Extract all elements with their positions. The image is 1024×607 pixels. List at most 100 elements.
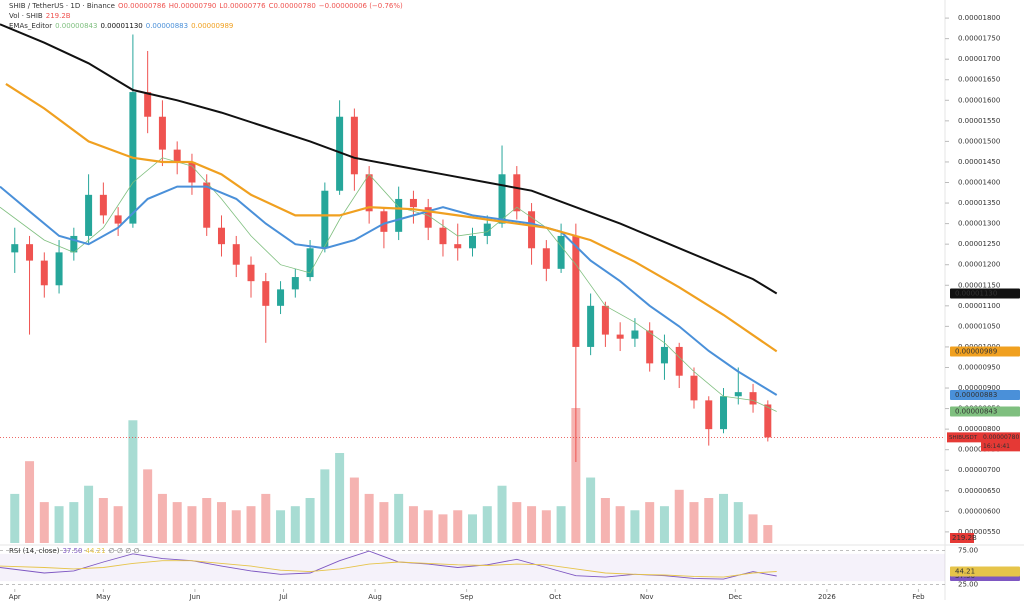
legend-text: ∅ ∅ ∅ ∅ — [109, 547, 140, 555]
candle-body — [247, 264, 255, 282]
ma-price-tag: 0.00000883 — [955, 391, 997, 399]
moving-average — [0, 185, 778, 396]
volume-bar — [512, 502, 522, 543]
candle-body — [203, 182, 211, 228]
volume-bar — [261, 493, 271, 543]
rsi-band — [0, 553, 945, 582]
volume-bar — [733, 502, 743, 543]
volume-bar — [84, 485, 94, 543]
symbol-tag: SHIBUSDT — [949, 435, 978, 441]
candle-body — [631, 330, 639, 339]
volume-bar — [586, 477, 596, 543]
candle-body — [365, 174, 373, 212]
last-price-bg — [981, 432, 1020, 452]
legend-text: SHIB / TetherUS · 1D · Binance — [9, 2, 115, 10]
candle-body — [439, 227, 447, 245]
legend-text: 37.50 — [62, 547, 82, 555]
volume-bar — [128, 420, 138, 543]
moving-average — [5, 82, 778, 353]
candle-body — [690, 375, 698, 401]
volume-bar — [453, 510, 463, 543]
candle-body — [734, 392, 742, 397]
x-tick-label: Oct — [549, 593, 561, 601]
volume-bar — [615, 506, 625, 543]
candle-body — [114, 215, 122, 224]
y-tick-label: 0.00000900 — [958, 384, 1000, 392]
y-tick-label: 0.00000700 — [958, 466, 1000, 474]
candle-body — [557, 235, 565, 269]
volume-bar — [408, 506, 418, 543]
last-price: 0.00000780 — [983, 434, 1019, 441]
volume-bar — [659, 506, 669, 543]
moving-average — [0, 23, 778, 295]
volume-bar — [674, 489, 684, 543]
y-tick-label: 0.00001050 — [958, 322, 1000, 330]
candle-body — [277, 289, 285, 306]
volume-bar — [571, 408, 581, 543]
volume-bar — [394, 493, 404, 543]
candle-body — [11, 244, 19, 253]
y-tick-label: 0.00001100 — [958, 302, 1000, 310]
legend-text: 219.2B — [46, 12, 71, 20]
candle-body — [144, 92, 152, 117]
volume-bar — [305, 498, 315, 543]
legend-text: RSI (14, close) — [9, 547, 60, 555]
volume-bar — [216, 502, 226, 543]
volume-bar — [202, 498, 212, 543]
candle-body — [587, 305, 595, 347]
y-tick-label: 0.00000950 — [958, 363, 1000, 371]
ma-price-tag: 0.00000843 — [955, 407, 997, 415]
y-tick-label: 0.00001250 — [958, 240, 1000, 248]
x-tick-label: Nov — [640, 593, 654, 601]
volume-bar — [468, 514, 477, 543]
volume-bar — [364, 493, 374, 543]
x-tick-label: Feb — [912, 593, 925, 601]
x-tick-label: Jul — [278, 593, 288, 601]
candle-body — [469, 235, 476, 249]
candle-body — [55, 252, 63, 286]
volume-bar — [143, 469, 153, 543]
ma-price-tag: 0.00000989 — [955, 347, 997, 355]
volume-bar — [689, 502, 699, 543]
volume-bar — [763, 525, 773, 543]
y-tick-label: 0.00001450 — [958, 158, 1000, 166]
candle-body — [409, 198, 417, 208]
volume-bar — [645, 502, 655, 543]
candle-body — [513, 174, 521, 212]
x-tick-label: Jun — [188, 593, 200, 601]
candle-body — [306, 248, 314, 278]
legend-text: 0.00000883 — [146, 22, 188, 30]
volume-bar — [69, 502, 79, 543]
volume-bar — [541, 510, 551, 543]
ma-price-tag-bg — [950, 346, 1020, 357]
legend-line: EMAs_Editor 0.00000843 0.00001130 0.0000088… — [9, 22, 233, 30]
candle-body — [498, 174, 506, 224]
volume-bar — [704, 498, 714, 543]
symbol-tag-bg — [947, 432, 981, 443]
volume-bar — [113, 506, 123, 543]
y-tick-label: 0.00001600 — [958, 96, 1000, 104]
candle-body — [291, 277, 299, 290]
volume-bar — [98, 498, 108, 543]
legend-text: 44.21 — [86, 547, 106, 555]
volume-bar — [39, 502, 49, 543]
x-tick-label: May — [96, 593, 110, 601]
volume-bar — [335, 453, 345, 543]
volume-bar — [527, 506, 537, 543]
y-tick-label: 0.00000750 — [958, 446, 1000, 454]
candle-body — [40, 260, 48, 286]
candle-body — [601, 305, 609, 335]
candle-body — [188, 161, 196, 183]
y-tick-label: 0.00001700 — [958, 55, 1000, 63]
volume-bar — [482, 506, 492, 543]
y-tick-label: 0.00000800 — [958, 425, 1000, 433]
volume-bar — [290, 506, 300, 543]
candle-body — [720, 396, 728, 430]
y-tick-label: 0.00000600 — [958, 507, 1000, 515]
volume-bar — [231, 510, 241, 543]
y-tick-label: 0.00001300 — [958, 220, 1000, 228]
candle-body — [660, 346, 668, 364]
candle-body — [99, 194, 107, 216]
